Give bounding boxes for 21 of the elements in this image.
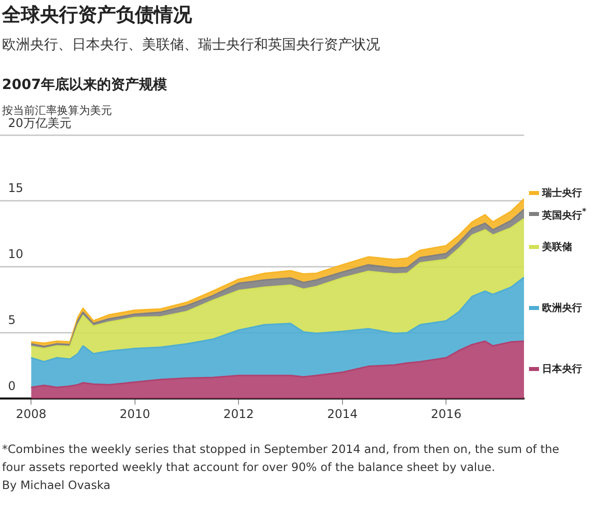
- text: 按当前汇率换算为美元: [2, 103, 112, 117]
- legend-label: 瑞士央行: [542, 186, 582, 200]
- text: By Michael Ovaska: [2, 477, 112, 494]
- x-tick-label: 2012: [223, 406, 254, 421]
- legend-label: 美联储: [542, 240, 572, 254]
- legend-label: 欧洲央行: [542, 302, 582, 316]
- y-tick-label: 5: [8, 312, 16, 327]
- x-tick-label: 2014: [327, 406, 358, 421]
- x-tick-label: 2008: [16, 406, 46, 421]
- chart-title: 全球央行资产负债情况: [2, 3, 192, 28]
- x-tick-label: 2016: [430, 406, 462, 421]
- chart-subtitle: 欧洲央行、日本央行、美联储、瑞士央行和英国央行资产状况: [2, 36, 380, 54]
- x-tick-label: 2010: [120, 406, 150, 421]
- legend-label: 英国央行$^{*}$: [542, 206, 586, 222]
- y-tick-label: 15: [8, 180, 24, 195]
- legend-label: 日本央行: [542, 362, 582, 376]
- y-tick-label: 10: [8, 246, 24, 261]
- y-tick-label: 20万亿美元: [8, 116, 72, 132]
- text: *Combines the weekly series that stopped in September 2014 and, from then on, the sum of the four assets reported weekly that account for over 90% of the balance sheet by value.: [2, 441, 560, 476]
- text: 2007年底以来的资产规模: [2, 76, 167, 94]
- y-tick-label: 0: [8, 378, 16, 393]
